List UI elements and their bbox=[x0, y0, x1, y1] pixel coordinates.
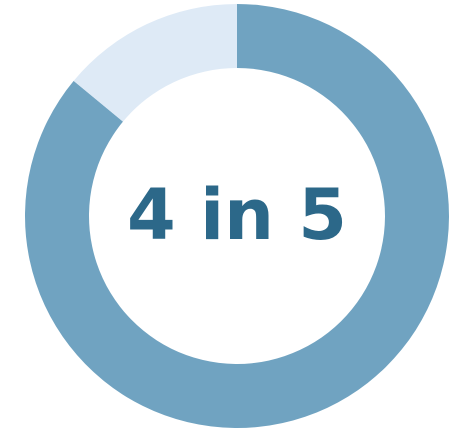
donut-slice-2 bbox=[73, 4, 238, 122]
donut-slices bbox=[24, 4, 449, 429]
center-label: 4 in 5 bbox=[127, 174, 347, 256]
donut-slice-1 bbox=[24, 4, 449, 429]
